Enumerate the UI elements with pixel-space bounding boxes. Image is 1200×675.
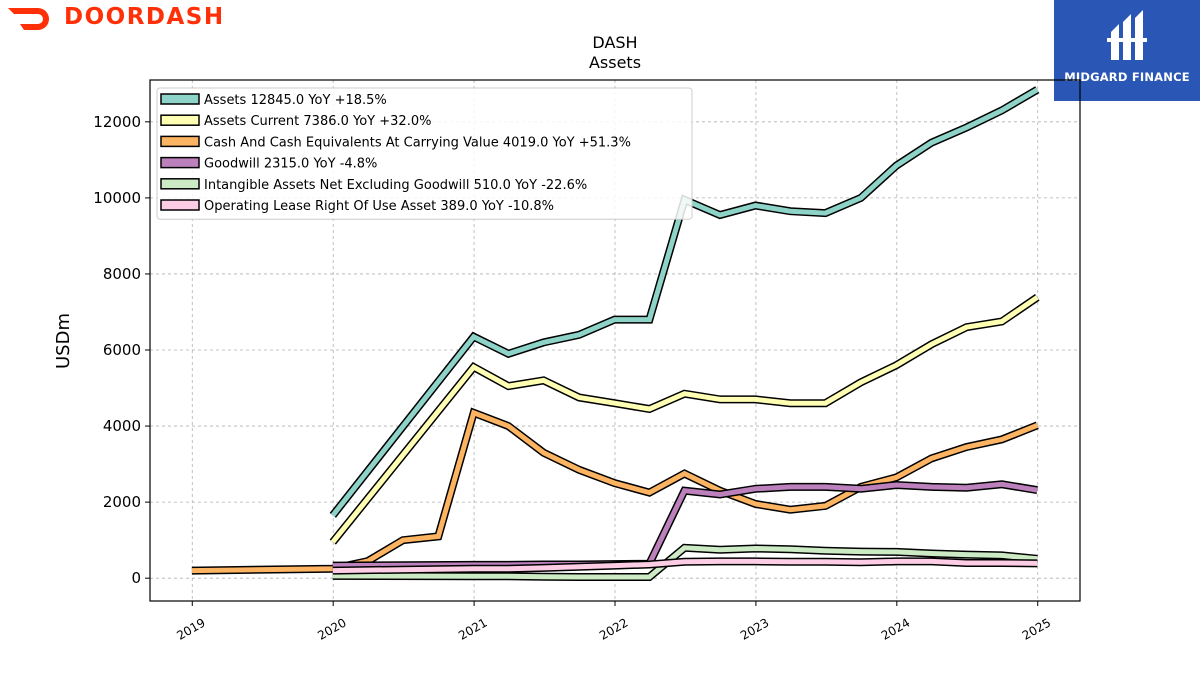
legend-entry: Assets Current 7386.0 YoY +32.0%	[204, 114, 431, 129]
midgard-emblem-icon	[1107, 10, 1147, 60]
legend-entry: Cash And Cash Equivalents At Carrying Va…	[204, 135, 631, 150]
legend-box	[156, 87, 693, 220]
legend-entry: Intangible Assets Net Excluding Goodwill…	[204, 178, 587, 193]
series-line-outline	[329, 293, 1040, 545]
y-tick-label: 8000	[103, 265, 141, 283]
x-tick-label: 2021	[456, 615, 489, 642]
legend-swatch	[160, 156, 200, 169]
y-axis-label: USDm	[53, 313, 74, 369]
legend-swatch	[160, 199, 200, 211]
y-tick-label: 12000	[93, 113, 141, 131]
legend-swatch	[160, 135, 200, 148]
legend-entry: Goodwill 2315.0 YoY -4.8%	[204, 157, 377, 172]
x-tick-label: 2022	[597, 615, 630, 642]
y-tick-label: 2000	[103, 493, 141, 511]
y-tick-label: 10000	[93, 189, 141, 207]
series-line	[330, 87, 1039, 517]
x-tick-label: 2019	[174, 615, 207, 642]
plot-frame	[149, 79, 1081, 602]
y-tick-label: 4000	[103, 417, 141, 435]
x-tick-label: 2025	[1020, 615, 1053, 642]
chart-subtitle: Assets	[589, 53, 641, 72]
midgard-wordmark: MIDGARD FINANCE	[1064, 70, 1190, 84]
doordash-logo: DOORDASH	[6, 4, 225, 30]
x-tick-label: 2023	[738, 615, 771, 642]
x-tick-label: 2024	[879, 615, 912, 642]
legend-swatch	[160, 114, 200, 126]
legend-swatch	[160, 93, 200, 105]
series-lines	[191, 86, 1040, 581]
doordash-wordmark: DOORDASH	[64, 4, 225, 30]
y-tick-label: 6000	[103, 341, 141, 359]
x-axis-ticks: 2019 2020 2021 2022 2023 2024 2025	[174, 601, 1053, 643]
series-line	[332, 545, 1038, 580]
y-axis-ticks: 0 2000 4000 6000 8000 10000 12000	[93, 113, 150, 587]
legend-swatch	[160, 178, 200, 190]
series-line	[332, 558, 1038, 574]
series-line	[330, 295, 1039, 544]
legend-entry: Operating Lease Right Of Use Asset 389.0…	[204, 199, 554, 214]
midgard-finance-logo: MIDGARD FINANCE	[1054, 0, 1200, 101]
legend: Assets 12845.0 YoY +18.5% Assets Current …	[156, 87, 693, 220]
legend-entry: Assets 12845.0 YoY +18.5%	[204, 93, 387, 108]
doordash-dash-icon	[8, 8, 49, 30]
x-tick-label: 2020	[315, 615, 348, 642]
chart-title: DASH	[592, 33, 637, 52]
series-line	[191, 409, 1039, 574]
y-tick-label: 0	[131, 569, 141, 587]
